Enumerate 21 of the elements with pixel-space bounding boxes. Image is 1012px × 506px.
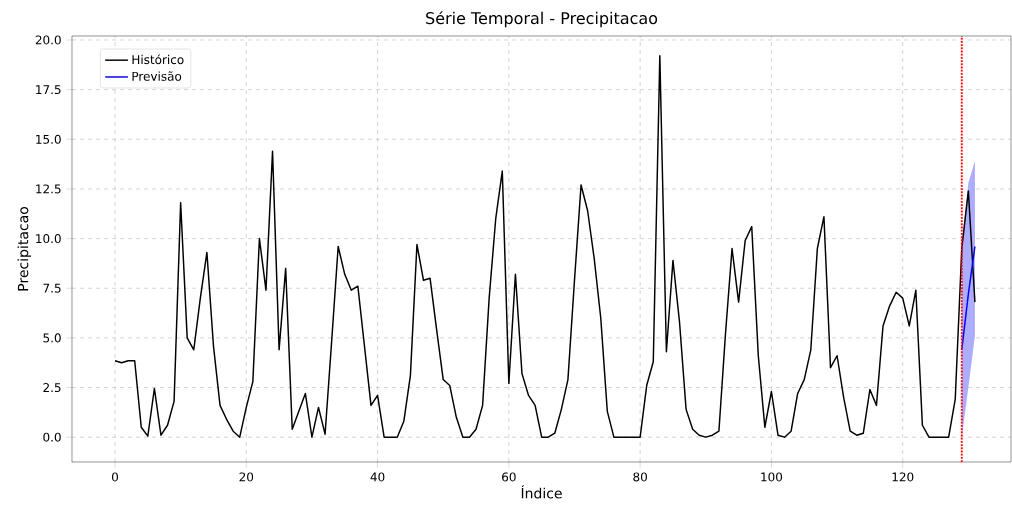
x-tick-label: 80 [633, 472, 647, 482]
x-axis-title: Índice [521, 485, 562, 499]
y-tick-label: 12.5 [36, 184, 61, 194]
x-tick-label: 100 [761, 472, 783, 482]
legend-label: Previsão [132, 71, 182, 81]
legend-label: Histórico [132, 54, 184, 65]
y-tick-label: 7.5 [43, 283, 61, 293]
y-axis-title: Precipitacao [17, 206, 32, 291]
x-tick-label: 40 [370, 472, 385, 482]
x-tick-label: 60 [502, 472, 516, 482]
y-tick-label: 2.5 [43, 382, 61, 393]
y-tick-label: 0.0 [43, 432, 61, 442]
y-tick-label: 20.0 [35, 35, 61, 45]
y-tick-label: 17.5 [36, 85, 61, 95]
chart-title: Série Temporal - Precipitacao [426, 11, 658, 28]
y-tick-label: 15.0 [36, 134, 61, 144]
y-tick-label: 5.0 [43, 333, 61, 343]
x-tick-label: 120 [892, 472, 914, 482]
x-tick-label: 20 [239, 472, 254, 482]
y-tick-label: 10.0 [36, 234, 61, 244]
x-tick-label: 0 [111, 472, 119, 482]
